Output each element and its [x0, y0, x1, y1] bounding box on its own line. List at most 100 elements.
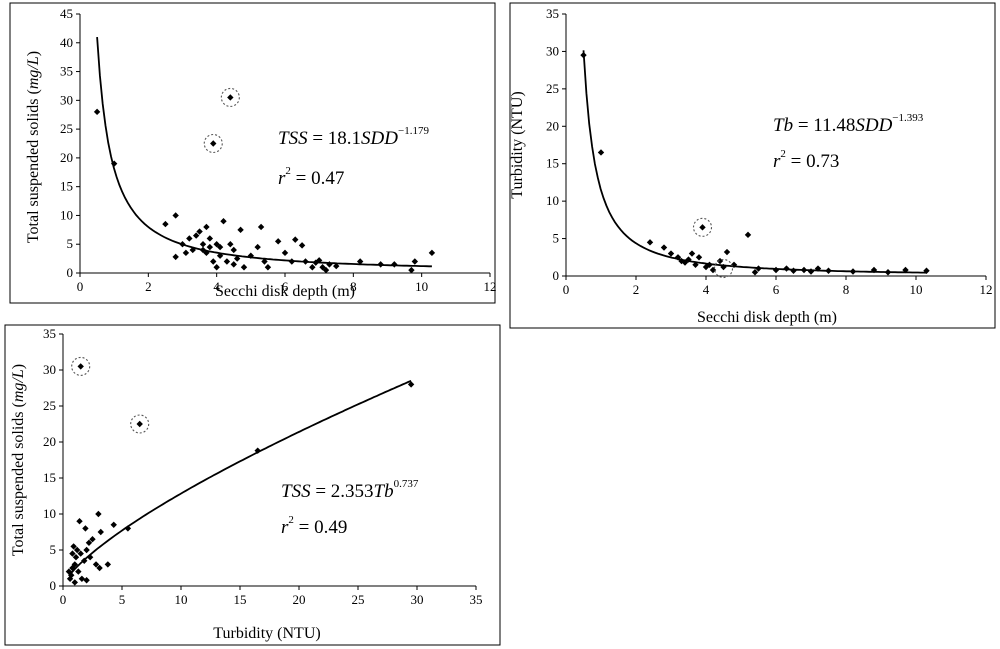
data-point: [695, 254, 703, 261]
data-point: [597, 149, 605, 156]
y-tick-label: 5: [50, 542, 57, 557]
data-point: [77, 550, 84, 557]
x-tick-label: 25: [352, 592, 365, 607]
outlier-circle: [203, 133, 223, 154]
data-point: [189, 246, 196, 254]
data-point: [692, 261, 699, 268]
data-point: [136, 420, 143, 428]
x-axis-label: Turbidity (NTU): [213, 625, 320, 642]
data-point: [192, 232, 200, 239]
x-tick-label: 10: [415, 279, 428, 294]
r-squared: r2 = 0.49: [281, 514, 347, 538]
data-point: [646, 239, 654, 246]
data-point: [408, 266, 415, 274]
x-tick-label: 4: [703, 282, 710, 297]
data-point: [247, 252, 255, 259]
data-point: [233, 255, 241, 262]
data-point: [755, 265, 762, 272]
data-point: [428, 249, 436, 257]
data-point: [814, 265, 822, 272]
data-point: [884, 269, 892, 276]
y-axis-label: Turbidity (NTU): [509, 91, 526, 198]
data-point: [97, 528, 104, 536]
data-point: [580, 51, 587, 59]
x-tick-label: 12: [980, 282, 993, 297]
data-point: [78, 575, 86, 582]
x-tick-label: 8: [350, 279, 357, 294]
data-point: [322, 266, 330, 274]
data-point: [254, 243, 261, 251]
data-point: [261, 258, 268, 265]
data-point: [77, 363, 84, 370]
x-tick-label: 35: [470, 592, 483, 607]
x-tick-label: 30: [411, 592, 424, 607]
y-tick-label: 40: [60, 35, 73, 50]
data-point: [923, 267, 930, 274]
data-point: [81, 557, 88, 564]
data-point: [93, 108, 101, 116]
x-tick-label: 10: [175, 592, 188, 607]
y-tick-label: 35: [43, 326, 56, 341]
y-tick-label: 5: [67, 236, 74, 251]
data-point: [309, 264, 316, 271]
x-tick-label: 12: [484, 279, 497, 294]
r-squared: r2 = 0.73: [773, 148, 839, 172]
data-point: [356, 258, 364, 265]
x-axis-label: Secchi disk depth (m): [697, 309, 837, 326]
data-point: [162, 220, 169, 228]
data-point: [723, 248, 731, 256]
data-point: [203, 249, 210, 257]
x-tick-label: 8: [843, 282, 850, 297]
data-point: [790, 267, 797, 274]
x-tick-label: 2: [633, 282, 640, 297]
data-point: [76, 518, 83, 525]
data-point: [216, 252, 224, 259]
data-point: [281, 249, 289, 257]
data-point: [172, 253, 179, 261]
data-point: [800, 266, 808, 274]
data-point: [825, 267, 832, 274]
x-tick-label: 0: [60, 592, 67, 607]
data-point: [210, 258, 217, 265]
data-point: [783, 265, 790, 272]
data-point: [86, 554, 94, 561]
data-point: [220, 218, 227, 225]
data-point: [68, 572, 75, 579]
data-point: [377, 261, 384, 268]
data-point: [807, 268, 815, 275]
outlier-circle: [220, 87, 240, 108]
data-point: [298, 242, 306, 249]
y-axis-label: Total suspended solids (mg/L): [25, 51, 42, 243]
outlier-circle: [71, 356, 91, 376]
y-axis-label: Total suspended solids (mg/L): [10, 364, 27, 556]
outlier-circle: [713, 258, 734, 279]
data-point: [302, 258, 309, 265]
y-tick-label: 30: [546, 43, 559, 58]
y-tick-label: 25: [60, 121, 73, 136]
y-tick-label: 20: [43, 434, 56, 449]
plot-frame: [509, 2, 996, 329]
data-point: [83, 577, 90, 584]
data-point: [699, 224, 706, 231]
data-point: [744, 231, 752, 239]
panel-tss-vs-turbidity: 0 5 10 15 20 25 30 35 0 5 10 15 20 25 30 35 Turbidity (…: [4, 324, 501, 646]
data-point: [230, 261, 237, 268]
data-point: [227, 241, 234, 248]
data-point: [71, 579, 78, 586]
x-tick-label: 6: [282, 279, 289, 294]
y-tick-label: 15: [60, 179, 73, 194]
plot-frame: [4, 324, 501, 646]
data-point: [124, 525, 132, 532]
y-tick-label: 0: [67, 265, 74, 280]
data-point: [186, 235, 193, 242]
data-point: [240, 264, 248, 271]
data-point: [411, 258, 419, 265]
data-point: [196, 228, 203, 235]
data-point: [71, 561, 78, 568]
data-point: [206, 243, 214, 251]
data-point: [89, 536, 96, 543]
x-tick-label: 5: [119, 592, 126, 607]
data-point: [751, 269, 759, 276]
outlier-circle: [692, 217, 713, 237]
